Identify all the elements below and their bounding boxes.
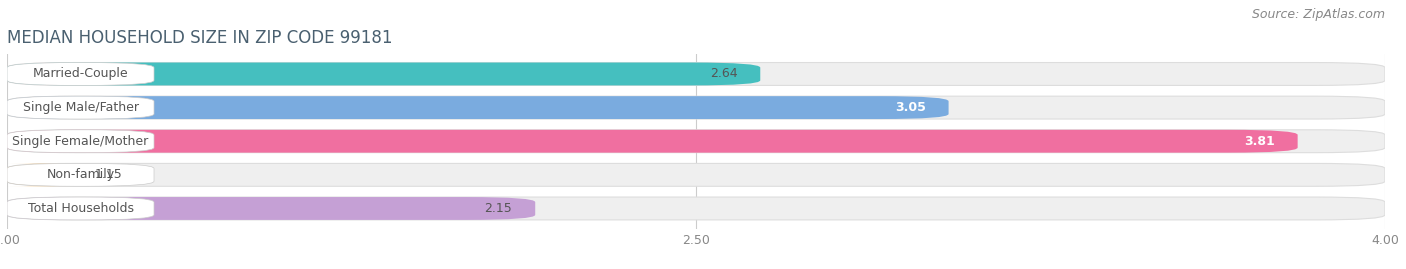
Text: MEDIAN HOUSEHOLD SIZE IN ZIP CODE 99181: MEDIAN HOUSEHOLD SIZE IN ZIP CODE 99181 (7, 29, 392, 47)
Text: Total Households: Total Households (28, 202, 134, 215)
FancyBboxPatch shape (7, 96, 949, 119)
FancyBboxPatch shape (7, 130, 1385, 153)
Text: Source: ZipAtlas.com: Source: ZipAtlas.com (1251, 8, 1385, 21)
FancyBboxPatch shape (7, 96, 155, 119)
Text: 2.64: 2.64 (710, 68, 737, 80)
FancyBboxPatch shape (7, 163, 76, 186)
Text: 2.15: 2.15 (485, 202, 512, 215)
FancyBboxPatch shape (7, 130, 1298, 153)
Text: Single Male/Father: Single Male/Father (22, 101, 139, 114)
FancyBboxPatch shape (7, 96, 1385, 119)
FancyBboxPatch shape (7, 163, 155, 186)
FancyBboxPatch shape (7, 163, 1385, 186)
Text: 1.15: 1.15 (94, 168, 122, 181)
FancyBboxPatch shape (7, 62, 761, 85)
FancyBboxPatch shape (7, 62, 1385, 85)
FancyBboxPatch shape (7, 197, 155, 220)
FancyBboxPatch shape (7, 130, 155, 153)
FancyBboxPatch shape (7, 197, 536, 220)
Text: 3.81: 3.81 (1244, 135, 1275, 148)
FancyBboxPatch shape (7, 197, 1385, 220)
FancyBboxPatch shape (7, 62, 155, 85)
Text: Single Female/Mother: Single Female/Mother (13, 135, 149, 148)
Text: 3.05: 3.05 (894, 101, 925, 114)
Text: Non-family: Non-family (46, 168, 114, 181)
Text: Married-Couple: Married-Couple (32, 68, 128, 80)
